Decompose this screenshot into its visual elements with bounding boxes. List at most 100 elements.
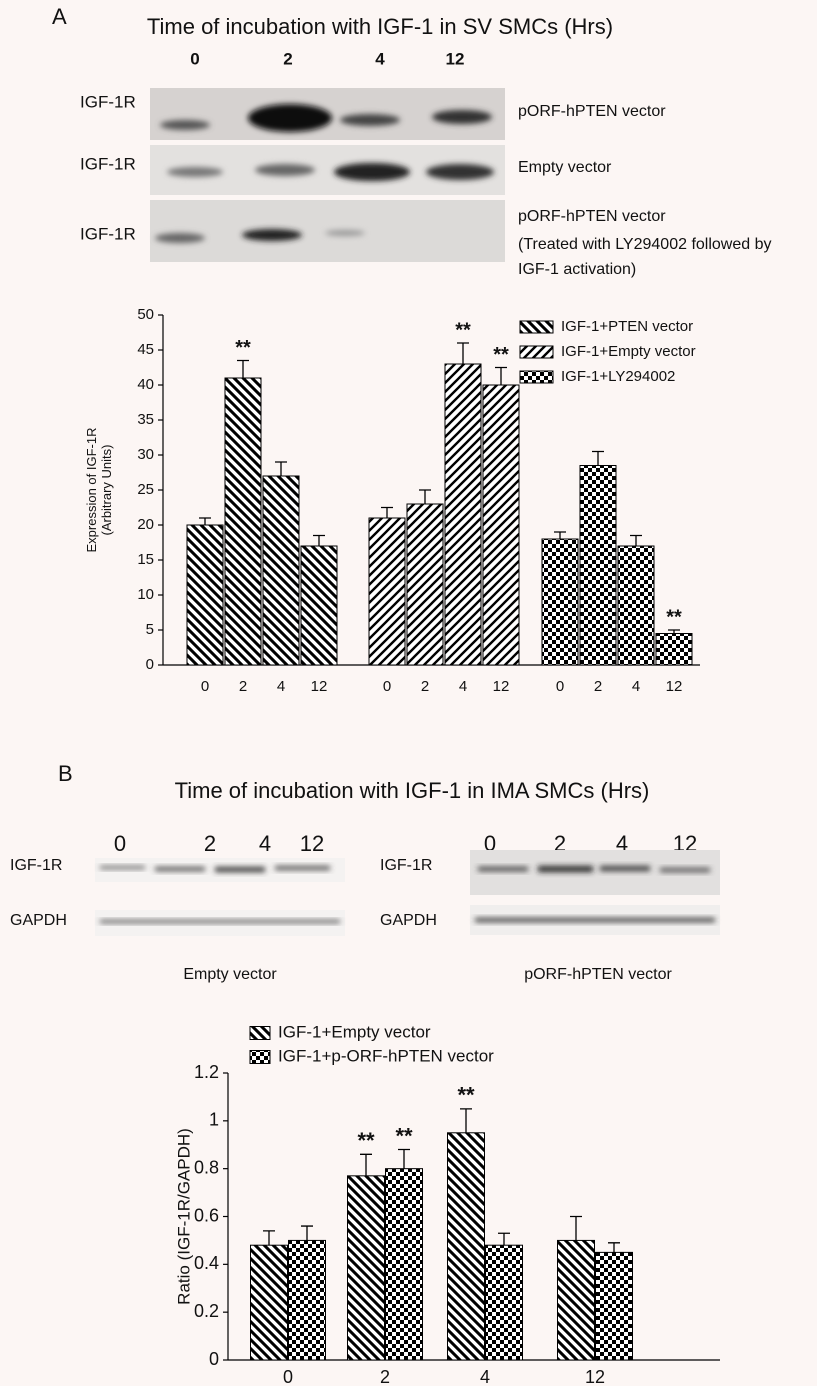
y-tick-label: 0 bbox=[146, 656, 154, 673]
lane-label: 12 bbox=[300, 831, 324, 856]
legend-label: IGF-1+Empty vector bbox=[561, 343, 696, 360]
significance-label: ** bbox=[457, 1083, 475, 1108]
error-bar bbox=[199, 518, 211, 525]
legend-swatch bbox=[250, 1027, 270, 1040]
y-axis-label: (Arbitrary Units) bbox=[99, 444, 114, 535]
blot bbox=[150, 200, 505, 262]
panel-label: B bbox=[58, 761, 73, 786]
error-bar bbox=[275, 462, 287, 476]
error-bar bbox=[570, 1217, 582, 1241]
bar bbox=[486, 1245, 523, 1360]
blot-condition: IGF-1 activation) bbox=[518, 261, 636, 278]
error-bar bbox=[498, 1233, 510, 1245]
x-tick-label: 2 bbox=[239, 678, 247, 695]
bar bbox=[301, 546, 337, 665]
legend-label: IGF-1+p-ORF-hPTEN vector bbox=[278, 1046, 494, 1065]
blot-row-label: IGF-1R bbox=[80, 154, 136, 173]
blot-condition: pORF-hPTEN vector bbox=[518, 208, 666, 225]
error-bar bbox=[398, 1150, 410, 1169]
legend-swatch bbox=[250, 1051, 270, 1064]
y-tick-label: 20 bbox=[137, 516, 154, 533]
y-tick-label: 30 bbox=[137, 446, 154, 463]
x-tick-label: 0 bbox=[383, 678, 391, 695]
legend-swatch bbox=[520, 346, 553, 358]
error-bar bbox=[263, 1231, 275, 1245]
blot-condition: pORF-hPTEN vector bbox=[518, 103, 666, 120]
x-tick-label: 2 bbox=[421, 678, 429, 695]
x-tick-label: 0 bbox=[201, 678, 209, 695]
y-tick-label: 50 bbox=[137, 306, 154, 323]
blot-caption: pORF-hPTEN vector bbox=[524, 966, 672, 983]
x-tick-label: 4 bbox=[277, 678, 285, 695]
x-tick-label: 12 bbox=[493, 678, 510, 695]
bar bbox=[225, 378, 261, 665]
lane-label: 0 bbox=[114, 831, 126, 856]
y-tick-label: 1.2 bbox=[194, 1062, 219, 1082]
bar bbox=[656, 634, 692, 666]
blot-row-label: IGF-1R bbox=[80, 224, 136, 243]
y-tick-label: 0.6 bbox=[194, 1205, 219, 1225]
x-tick-label: 12 bbox=[666, 678, 683, 695]
error-bar bbox=[460, 1109, 472, 1133]
y-tick-label: 0.4 bbox=[194, 1253, 219, 1273]
error-bar bbox=[237, 361, 249, 379]
bar bbox=[386, 1169, 423, 1360]
error-bar bbox=[381, 508, 393, 519]
legend-label: IGF-1+Empty vector bbox=[278, 1022, 431, 1041]
legend-swatch bbox=[520, 371, 553, 383]
blot-row-label: IGF-1R bbox=[380, 857, 432, 874]
significance-label: ** bbox=[493, 344, 509, 366]
error-bar bbox=[495, 368, 507, 386]
x-tick-label: 2 bbox=[380, 1367, 390, 1386]
bar bbox=[580, 466, 616, 666]
lane-label: 2 bbox=[283, 49, 292, 68]
x-tick-label: 0 bbox=[283, 1367, 293, 1386]
significance-label: ** bbox=[395, 1123, 413, 1148]
bar bbox=[542, 539, 578, 665]
y-tick-label: 0 bbox=[209, 1349, 219, 1369]
blot-caption: Empty vector bbox=[183, 966, 277, 983]
panel-title: Time of incubation with IGF-1 in IMA SMC… bbox=[175, 778, 650, 803]
blot-row-label: GAPDH bbox=[380, 912, 437, 929]
y-tick-label: 25 bbox=[137, 481, 154, 498]
error-bar bbox=[313, 536, 325, 547]
bar bbox=[445, 364, 481, 665]
bar bbox=[618, 546, 654, 665]
x-tick-label: 4 bbox=[459, 678, 467, 695]
figure: A Time of incubation with IGF-1 in SV SM… bbox=[0, 0, 817, 1386]
y-tick-label: 40 bbox=[137, 376, 154, 393]
bar bbox=[448, 1133, 485, 1360]
significance-label: ** bbox=[357, 1128, 375, 1153]
x-tick-label: 2 bbox=[594, 678, 602, 695]
lane-label: 4 bbox=[375, 49, 385, 68]
blot-condition: (Treated with LY294002 followed by bbox=[518, 236, 771, 253]
blot bbox=[95, 858, 345, 936]
significance-label: ** bbox=[666, 606, 682, 628]
blot-row-label: IGF-1R bbox=[10, 857, 62, 874]
error-bar bbox=[419, 490, 431, 504]
bar bbox=[407, 504, 443, 665]
bar bbox=[187, 525, 223, 665]
y-tick-label: 35 bbox=[137, 411, 154, 428]
legend-label: IGF-1+PTEN vector bbox=[561, 318, 693, 335]
lane-label: 4 bbox=[259, 831, 271, 856]
error-bar bbox=[360, 1154, 372, 1176]
x-tick-label: 12 bbox=[585, 1367, 605, 1386]
y-tick-label: 10 bbox=[137, 586, 154, 603]
legend-swatch bbox=[520, 321, 553, 333]
significance-label: ** bbox=[455, 319, 471, 341]
significance-label: ** bbox=[235, 337, 251, 359]
y-tick-label: 5 bbox=[146, 621, 154, 638]
error-bar bbox=[554, 532, 566, 539]
y-axis-label: Expression of IGF-1R bbox=[84, 428, 99, 553]
error-bar bbox=[457, 343, 469, 364]
blot-row-label: IGF-1R bbox=[80, 92, 136, 111]
bar bbox=[483, 385, 519, 665]
panel-title: Time of incubation with IGF-1 in SV SMCs… bbox=[147, 14, 613, 39]
error-bar bbox=[668, 630, 680, 634]
x-tick-label: 0 bbox=[556, 678, 564, 695]
bar bbox=[251, 1245, 288, 1360]
bar bbox=[289, 1240, 326, 1360]
y-axis-label: Ratio (IGF-1R/GAPDH) bbox=[174, 1128, 193, 1305]
bar bbox=[263, 476, 299, 665]
